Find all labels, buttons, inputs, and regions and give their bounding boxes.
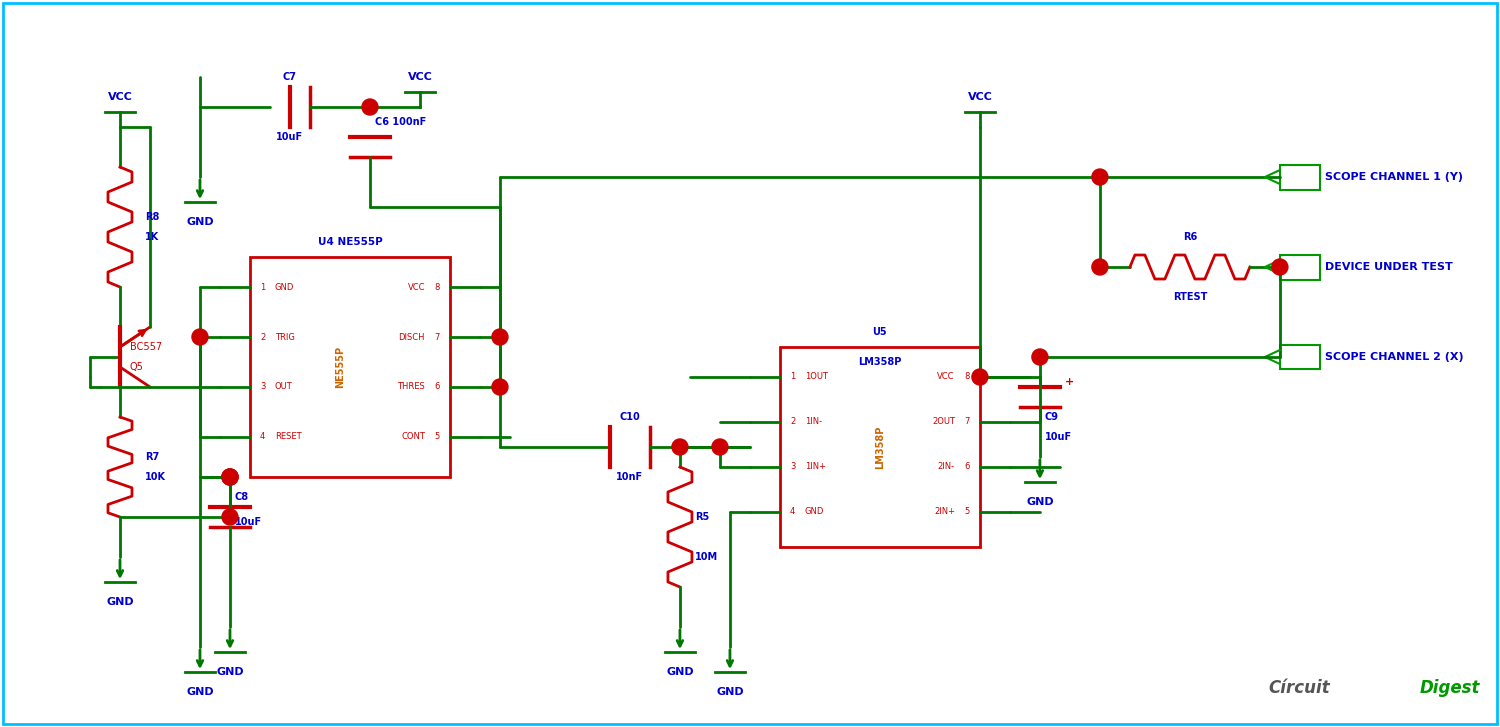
Text: NE555P: NE555P <box>334 346 345 388</box>
Circle shape <box>192 329 208 345</box>
Bar <box>780 347 980 547</box>
Text: C6 100nF: C6 100nF <box>375 117 426 127</box>
Text: SCOPE CHANNEL 1 (Y): SCOPE CHANNEL 1 (Y) <box>1324 172 1462 182</box>
Text: C7: C7 <box>284 72 297 82</box>
Text: VCC: VCC <box>408 72 432 82</box>
Bar <box>1280 164 1320 190</box>
Text: 1OUT: 1OUT <box>806 372 828 382</box>
Text: C8: C8 <box>236 492 249 502</box>
Text: GND: GND <box>716 687 744 697</box>
Text: GND: GND <box>806 507 825 516</box>
Text: 10K: 10K <box>146 472 166 482</box>
Text: 5: 5 <box>964 507 970 516</box>
Text: 8: 8 <box>964 372 970 382</box>
Bar <box>251 257 450 477</box>
Text: 1K: 1K <box>146 232 159 242</box>
Text: CONT: CONT <box>400 433 424 441</box>
Text: 10uF: 10uF <box>1046 432 1072 442</box>
Text: 4: 4 <box>260 433 266 441</box>
Text: GND: GND <box>666 667 694 677</box>
Text: 10nF: 10nF <box>616 472 644 482</box>
Text: 2IN+: 2IN+ <box>934 507 956 516</box>
Text: GND: GND <box>1026 497 1053 507</box>
Circle shape <box>1032 349 1048 365</box>
Text: VCC: VCC <box>968 92 993 102</box>
Circle shape <box>362 99 378 115</box>
Text: 7: 7 <box>964 417 970 427</box>
Text: 2: 2 <box>790 417 795 427</box>
Text: 1: 1 <box>790 372 795 382</box>
Text: 5: 5 <box>435 433 439 441</box>
Circle shape <box>222 469 238 485</box>
Text: C10: C10 <box>620 412 640 422</box>
Text: RESET: RESET <box>274 433 302 441</box>
Text: GND: GND <box>106 597 134 607</box>
Text: C9: C9 <box>1046 412 1059 422</box>
Circle shape <box>492 329 508 345</box>
Text: Círcuit: Círcuit <box>1268 679 1330 697</box>
Text: DEVICE UNDER TEST: DEVICE UNDER TEST <box>1324 262 1452 272</box>
Text: VCC: VCC <box>938 372 956 382</box>
Text: LM358P: LM358P <box>874 425 885 469</box>
Text: 7: 7 <box>435 332 439 342</box>
Text: R7: R7 <box>146 452 159 462</box>
Text: 10uF: 10uF <box>236 517 262 527</box>
Circle shape <box>1272 259 1288 275</box>
Text: TRIG: TRIG <box>274 332 296 342</box>
Text: U5: U5 <box>873 327 886 337</box>
Text: 4: 4 <box>790 507 795 516</box>
Text: 1IN-: 1IN- <box>806 417 822 427</box>
Text: R8: R8 <box>146 212 159 222</box>
Circle shape <box>222 509 238 525</box>
Bar <box>1280 254 1320 279</box>
Text: 3: 3 <box>260 382 266 392</box>
Text: 3: 3 <box>790 462 795 472</box>
Circle shape <box>222 469 238 485</box>
Text: GND: GND <box>186 687 214 697</box>
Text: OUT: OUT <box>274 382 292 392</box>
Text: 1IN+: 1IN+ <box>806 462 826 472</box>
Text: GND: GND <box>274 283 294 292</box>
Circle shape <box>1092 169 1108 185</box>
Text: THRES: THRES <box>398 382 424 392</box>
Text: 6: 6 <box>964 462 970 472</box>
Text: 2IN-: 2IN- <box>938 462 956 472</box>
Text: SCOPE CHANNEL 2 (X): SCOPE CHANNEL 2 (X) <box>1324 352 1464 362</box>
Circle shape <box>1092 259 1108 275</box>
Text: R5: R5 <box>694 512 709 522</box>
Circle shape <box>972 369 988 385</box>
Text: Q5: Q5 <box>130 362 144 372</box>
Text: GND: GND <box>186 217 214 227</box>
Text: 1: 1 <box>260 283 266 292</box>
Text: Digest: Digest <box>1419 679 1480 697</box>
Text: VCC: VCC <box>408 283 424 292</box>
Circle shape <box>712 439 728 455</box>
Text: 2OUT: 2OUT <box>932 417 956 427</box>
Text: 6: 6 <box>435 382 439 392</box>
Circle shape <box>492 379 508 395</box>
Text: BC557: BC557 <box>130 342 162 352</box>
Text: GND: GND <box>216 667 244 677</box>
Circle shape <box>672 439 688 455</box>
Text: 2: 2 <box>260 332 266 342</box>
Text: 8: 8 <box>435 283 439 292</box>
Text: LM358P: LM358P <box>858 357 901 367</box>
Text: 10M: 10M <box>694 552 718 562</box>
Bar <box>1280 345 1320 369</box>
Text: DISCH: DISCH <box>399 332 424 342</box>
Text: VCC: VCC <box>108 92 132 102</box>
Text: RTEST: RTEST <box>1173 292 1208 302</box>
Text: +: + <box>1065 377 1074 387</box>
Circle shape <box>222 469 238 485</box>
Text: 10uF: 10uF <box>276 132 303 142</box>
Text: R6: R6 <box>1184 232 1197 242</box>
Text: U4 NE555P: U4 NE555P <box>318 237 382 247</box>
